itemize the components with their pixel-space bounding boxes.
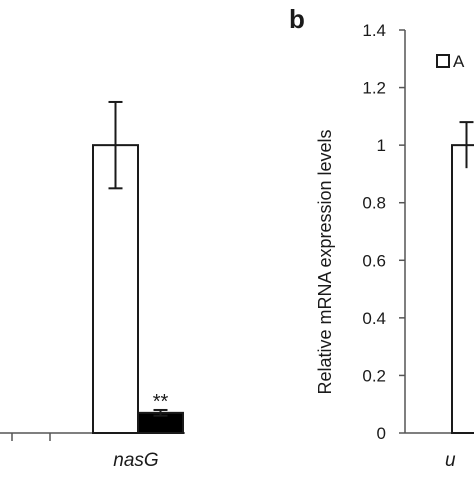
x-tick-label-nasG: nasG <box>113 450 158 471</box>
y-tick-label: 1.2 <box>362 79 386 98</box>
y-tick-label: 0.4 <box>362 309 386 328</box>
y-tick-label: 0 <box>377 424 386 443</box>
panel-label-b: b <box>289 4 305 34</box>
y-tick-label: 1.4 <box>362 21 386 40</box>
panel-b: b 0 0.2 0.4 0.6 0.8 1 1.2 1.4 Relative mRNA expre… <box>289 4 474 471</box>
y-tick-label: 1 <box>377 136 386 155</box>
legend-swatch-A <box>436 54 450 68</box>
bar-series-0 <box>92 144 139 434</box>
y-tick-label: 0.8 <box>362 194 386 213</box>
y-tick-label: 0.6 <box>362 251 386 270</box>
bar-series-0 <box>451 144 474 434</box>
y-tick-label: 0.2 <box>362 366 386 385</box>
y-axis-label: Relative mRNA expression levels <box>315 129 335 394</box>
significance-marker: ** <box>153 391 169 413</box>
legend-label-A: A <box>453 52 465 71</box>
x-tick-label-u: u <box>445 450 456 471</box>
panel-a: ** nasG <box>0 100 185 471</box>
